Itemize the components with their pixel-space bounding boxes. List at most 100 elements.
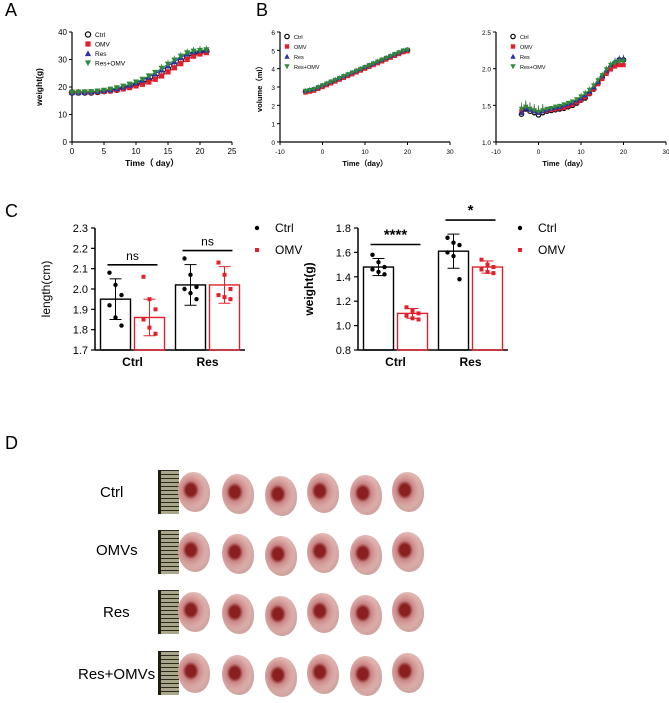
data-point: [126, 81, 133, 88]
data-point: [349, 70, 355, 76]
data-point: [113, 282, 118, 288]
data-point: [370, 61, 377, 67]
legend-label: Ctrl: [294, 35, 303, 41]
series-line: [71, 49, 207, 93]
legend-marker: [84, 50, 92, 57]
row-label-omvs: OMVs: [96, 542, 138, 559]
data-point: [315, 85, 321, 91]
data-point: [113, 315, 118, 320]
legend-marker: [284, 44, 290, 49]
row-label-ctrl: Ctrl: [100, 484, 124, 501]
data-point: [182, 286, 187, 292]
embryo-image: [392, 592, 424, 632]
y-tick-label: 2.5: [482, 30, 491, 37]
x-axis-label: Time（day）: [542, 158, 587, 168]
data-point: [358, 66, 364, 72]
legend-label: Res: [520, 55, 530, 61]
legend-marker: [254, 225, 260, 231]
bar-chart-c-right: 0.8 1.0 1.2 1.4 1.6 1.8 weight(g) Ctrl **** Res * C…: [302, 202, 565, 369]
legend-label: Res+OMV: [95, 61, 126, 68]
y-tick-label: 4: [271, 67, 275, 74]
data-point: [341, 74, 347, 80]
data-point: [68, 89, 76, 96]
data-point: [120, 83, 127, 90]
data-point: [188, 272, 193, 277]
data-point: [152, 69, 159, 76]
legend-label: Ctrl: [95, 32, 106, 39]
y-tick-label: 1.4: [336, 272, 351, 284]
data-point: [612, 64, 618, 69]
embryo-image: [222, 534, 254, 574]
data-point: [119, 292, 124, 298]
x-category-label: Ctrl: [122, 355, 143, 369]
data-point: [307, 88, 313, 93]
data-point: [153, 307, 158, 312]
data-point: [203, 47, 210, 53]
data-point: [319, 83, 326, 89]
y-tick-label: 2.1: [73, 264, 88, 276]
data-point: [184, 50, 191, 56]
x-tick-label: 0: [321, 149, 325, 156]
legend-marker: [510, 33, 516, 40]
data-point: [396, 50, 402, 56]
embryo-image: [307, 533, 339, 573]
data-point: [228, 287, 233, 291]
x-tick-label: 30: [662, 149, 669, 156]
y-tick-label: 1.5: [482, 103, 491, 110]
data-point: [216, 260, 221, 265]
embryo-image: [392, 653, 424, 693]
y-tick-label: 1: [271, 122, 275, 129]
y-tick-label: 5: [271, 48, 275, 55]
data-point: [485, 262, 490, 267]
x-tick-label: -10: [491, 149, 501, 156]
data-point: [194, 284, 199, 290]
y-tick-label: 1.6: [336, 247, 351, 259]
legend-label: Res: [95, 51, 107, 58]
data-point: [81, 89, 88, 96]
legend-label: Res+OMV: [294, 65, 320, 71]
data-point: [88, 89, 95, 95]
legend-marker: [510, 64, 516, 70]
data-point: [132, 79, 140, 86]
legend-marker: [84, 60, 92, 67]
data-point: [531, 108, 537, 114]
y-tick-label: 0.8: [336, 345, 351, 357]
y-tick-label: 2: [271, 103, 275, 110]
data-point: [518, 106, 525, 112]
series-line: [72, 52, 207, 93]
x-tick-label: 10: [361, 149, 369, 156]
legend-marker: [85, 41, 91, 47]
data-point: [620, 59, 627, 65]
data-point: [404, 305, 409, 310]
data-point: [479, 257, 484, 262]
data-point: [311, 87, 317, 92]
legend-marker: [510, 53, 516, 59]
data-point: [535, 109, 542, 115]
x-tick-label: 20: [620, 149, 628, 156]
panel-letter-c: C: [5, 201, 18, 221]
data-point: [383, 55, 389, 61]
data-point: [608, 67, 613, 72]
y-tick-label: 1.8: [336, 223, 351, 235]
significance-label: *: [468, 202, 474, 219]
line-chart-a: 0 5 10 15 20 25 0 10 20 30 40 Time（ day） weight(g) Ct…: [34, 28, 237, 168]
x-axis-label: Time（day）: [342, 158, 387, 168]
data-point: [133, 83, 139, 89]
data-point: [171, 57, 178, 64]
embryo-image: [222, 594, 254, 634]
data-point: [561, 105, 567, 110]
embryo-image: [307, 473, 339, 513]
data-point: [552, 104, 559, 110]
bar: [471, 266, 504, 351]
data-point: [451, 240, 456, 245]
data-point: [621, 62, 626, 68]
y-tick-label: 1.8: [73, 325, 88, 337]
data-point: [518, 109, 525, 115]
data-point: [617, 62, 622, 68]
data-point: [197, 51, 203, 57]
y-tick-label: 1.0: [482, 140, 491, 147]
bar: [362, 266, 395, 351]
embryo-image: [222, 474, 254, 514]
line-chart-b-right: -10 0 10 20 30 1.0 1.5 2.0 2.5 Time（day） Ctrl OMV Re…: [482, 30, 669, 168]
